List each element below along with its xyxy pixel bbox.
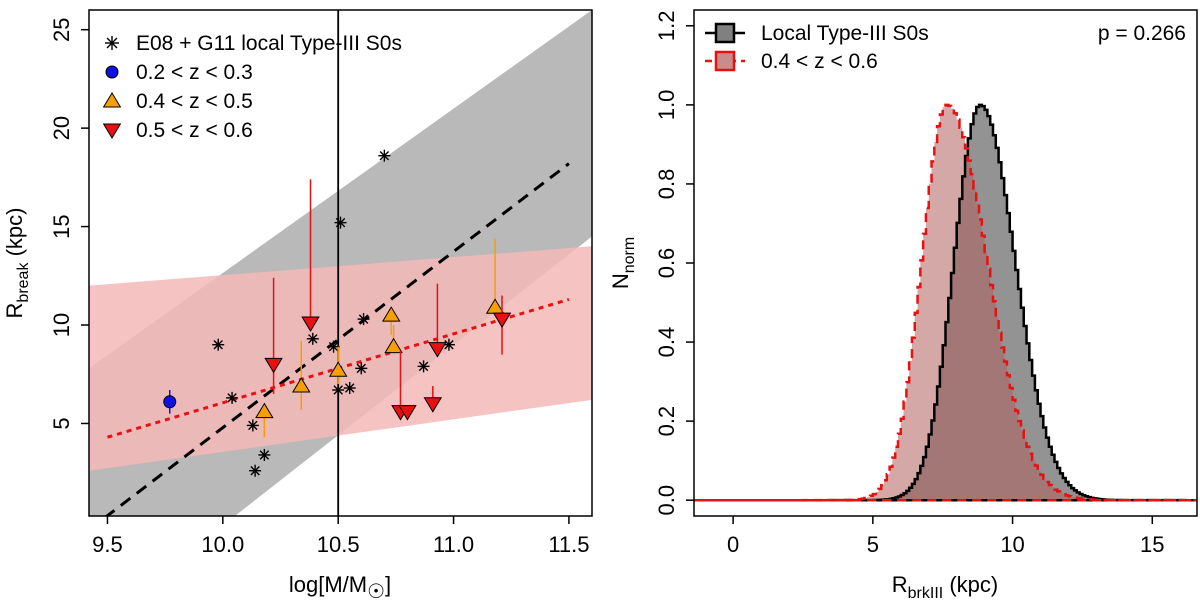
left-y-tick-label: 25 — [49, 17, 74, 41]
right-y-tick-label: 1.2 — [654, 11, 679, 42]
right-x-axis-label: RbrkIII (kpc) — [892, 572, 998, 601]
right-y-tick-label: 0.8 — [654, 169, 679, 200]
right-y-tick-label: 1.0 — [654, 90, 679, 121]
legend-triangle-up-icon — [102, 92, 122, 108]
right-y-tick-label: 0.0 — [654, 485, 679, 516]
local-s0-point — [334, 216, 347, 229]
local-s0-point — [212, 338, 225, 351]
local-s0-point — [246, 419, 259, 432]
left-y-axis-label: Rbreak (kpc) — [2, 208, 32, 319]
highz-histogram-line — [694, 103, 1197, 502]
highz-point — [301, 316, 320, 333]
legend-circle-icon — [105, 65, 119, 79]
right-x-tick-label: 0 — [727, 532, 739, 557]
left-panel: 9.5 10.0 10.5 11.0 11.5 5 10 15 20 25 E08 + G11 … — [2, 9, 593, 601]
local-s0-point — [332, 383, 345, 396]
right-x-tick-label: 10 — [1000, 532, 1024, 557]
midz-point — [381, 306, 401, 322]
left-x-tick-label: 10.5 — [317, 532, 360, 557]
left-y-tick-label: 20 — [49, 116, 74, 140]
highz-point — [264, 357, 283, 374]
legend-asterisk-icon — [105, 36, 119, 50]
left-plot-frame — [88, 9, 593, 517]
left-x-axis-label: log[M/M☉] — [289, 572, 391, 601]
left-y-tick-label: 15 — [49, 214, 74, 238]
right-y-tick-label: 0.4 — [654, 327, 679, 358]
highz-point — [423, 397, 443, 413]
legend-box-icon — [714, 50, 736, 72]
local-s0-point — [355, 362, 368, 375]
local-s0-point — [343, 382, 356, 395]
right-y-axis-label: Nnorm — [608, 237, 638, 289]
local-s0-point — [357, 313, 370, 326]
left-x-tick-label: 10.0 — [201, 532, 244, 557]
left-y-tick-label: 10 — [49, 313, 74, 337]
legend-triangle-down-icon — [102, 123, 122, 139]
local-s0-point — [226, 391, 239, 404]
highz-point — [428, 342, 447, 358]
p-value-annotation: p = 0.266 — [1098, 22, 1186, 45]
local-s0-point — [378, 149, 391, 162]
lowz-point — [163, 395, 177, 409]
legend-label: Local Type-III S0s — [761, 22, 929, 45]
legend-label: 0.5 < z < 0.6 — [136, 119, 253, 142]
midz-point — [255, 402, 274, 419]
right-panel: 0 5 10 15 0.0 0.2 0.4 0.6 0.8 1.0 1.2 Local Type-… — [608, 9, 1198, 601]
highz-point — [398, 405, 417, 421]
right-x-tick-label: 15 — [1140, 532, 1164, 557]
midz-point — [328, 361, 348, 377]
highz-histogram-fill — [694, 104, 1197, 501]
right-y-tick-label: 0.6 — [654, 248, 679, 279]
legend-label: 0.4 < z < 0.5 — [136, 90, 253, 113]
midz-point — [384, 337, 403, 354]
left-x-tick-label: 11.0 — [433, 532, 474, 557]
legend-label: E08 + G11 local Type-III S0s — [136, 32, 402, 55]
right-x-tick-label: 5 — [867, 532, 879, 557]
local-s0-point — [258, 448, 271, 461]
highz-point — [492, 312, 512, 329]
midz-point — [291, 377, 311, 393]
highz-confidence-band — [89, 246, 592, 471]
local-s0-point — [306, 332, 319, 345]
legend-label: 0.2 < z < 0.3 — [136, 61, 253, 84]
left-x-tick-label: 11.5 — [548, 532, 589, 557]
left-y-tick-label: 5 — [49, 417, 74, 429]
legend-box-icon — [714, 22, 736, 44]
local-s0-point — [417, 360, 430, 373]
legend-label: 0.4 < z < 0.6 — [761, 50, 878, 73]
left-x-tick-label: 9.5 — [92, 532, 123, 557]
local-s0-point — [249, 464, 262, 477]
right-y-tick-label: 0.2 — [654, 406, 679, 437]
